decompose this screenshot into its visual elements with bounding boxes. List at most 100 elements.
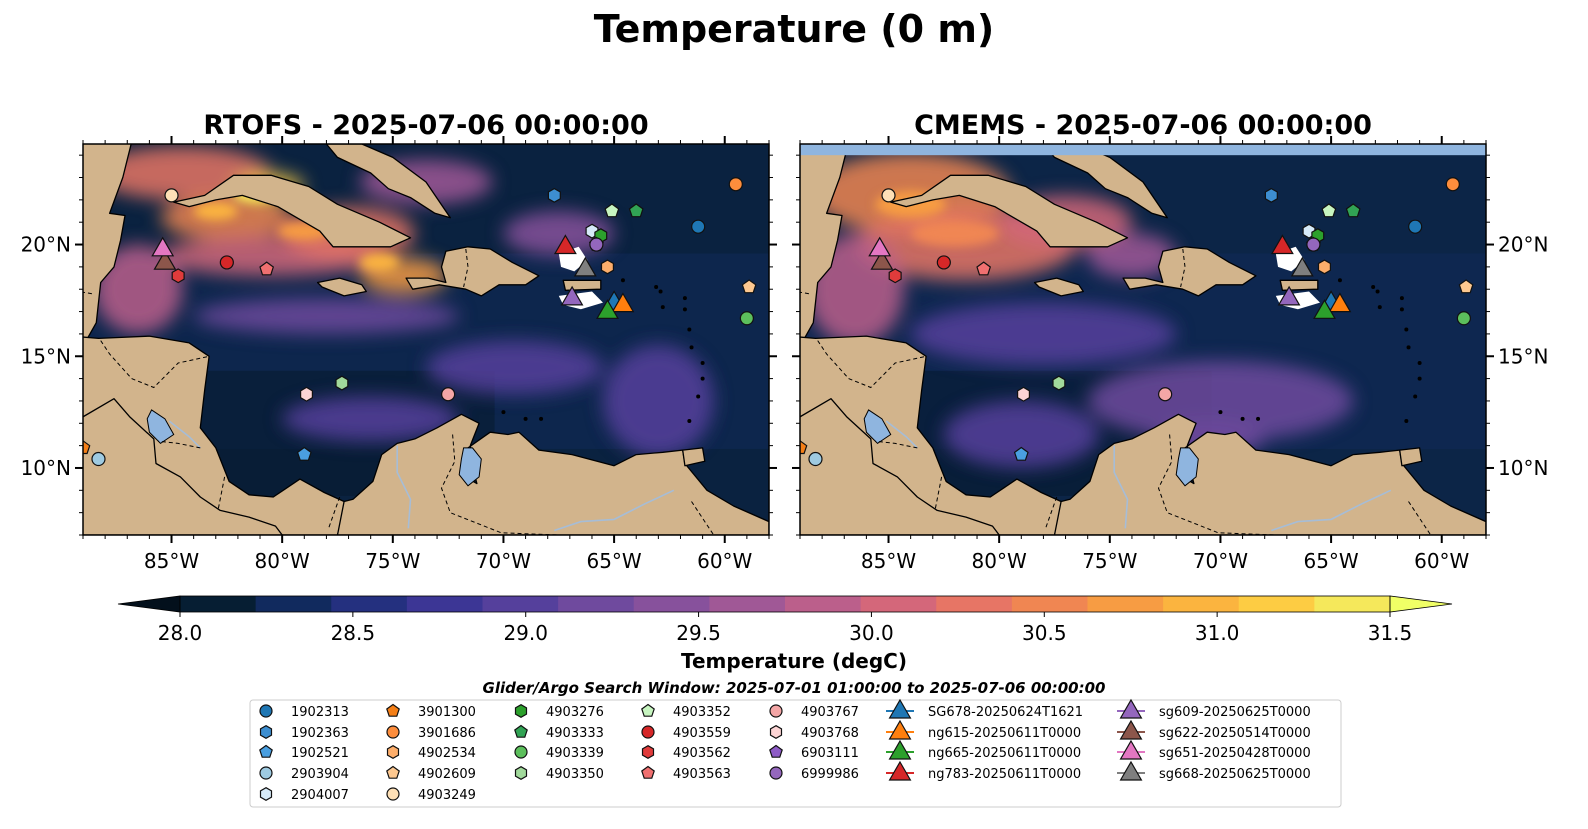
map-area-cmems [800,144,1486,535]
legend-label: 4903768 [801,726,859,741]
colorbar-tick-label: 30.5 [1022,621,1067,645]
glider-sg668-20250625T0000 [1290,256,1314,277]
legend-label: sg668-20250625T0000 [1159,767,1311,782]
river [168,420,201,449]
colorbar-segment [785,596,862,612]
legend-marker [888,719,912,740]
argo-float-4903559 [936,255,951,270]
legend-marker [259,704,273,718]
argo-float-4902609 [741,279,757,294]
lon-tick-label: 85°W [144,549,199,573]
legend-label: 4903350 [546,767,604,782]
argo-float-4903352 [1321,203,1337,218]
colorbar-segment [1238,596,1315,612]
legend-label: 6903111 [801,746,859,761]
figure-title: Temperature (0 m) [594,7,995,51]
argo-float-3901686 [1445,177,1460,192]
colorbar: 28.0 28.5 29.0 29.5 30.0 30.5 31.0 31.5 [117,595,1453,645]
sst-warm-patch [282,396,460,442]
landmass-pacific [800,398,1000,535]
colorbar-tick-label: 29.0 [503,621,548,645]
landmass-cuba [890,174,1129,248]
glider-ng615-20250611T0000 [1328,292,1352,313]
colorbar-tick-label: 31.0 [1195,621,1240,645]
lon-tick-label: 85°W [861,549,916,573]
legend-label: 2904007 [291,788,349,803]
river [396,445,412,529]
legend-marker [259,766,273,780]
legend-label: 4903563 [673,767,731,782]
small-island [1337,278,1342,283]
legend-marker [386,787,400,801]
legend-label: 4903562 [673,746,731,761]
legend-marker [514,766,528,780]
legend-marker [888,739,912,760]
legend-marker [386,745,400,759]
landmass-jamaica [1033,277,1084,297]
colorbar-segment [558,596,635,612]
colorbar-label: Temperature (degC) [681,649,907,673]
small-island [1417,376,1422,381]
legend-marker [259,787,273,801]
country-border [1045,496,1058,529]
legend-marker [769,744,783,758]
argo-float-6999986 [589,237,604,252]
nodata-band [800,144,1486,156]
country-border [1157,434,1276,535]
legend-label: 4903352 [673,705,731,720]
argo-float-1902363 [1264,187,1278,203]
glider-sg651-20250428T0000 [151,236,175,257]
lon-tick-label: 65°W [1303,549,1358,573]
argo-float-4902534 [1317,259,1332,275]
country-border [875,440,918,449]
colorbar-segment [1163,596,1240,612]
landmass-puertorico [1279,279,1319,291]
legend-marker [641,703,655,717]
colorbar-frame [179,595,1391,613]
axis-ticks: 85°W 80°W 75°W 70°W 65°W 60°W 20°N 15°N 10°N [21,136,777,573]
small-island [682,296,687,301]
gliders [151,234,635,319]
legend-label: 4903276 [546,705,604,720]
argo-float-4903352 [604,203,620,218]
legend-marker [641,725,655,739]
argo-float-1902363 [547,187,561,203]
legend-marker [641,745,655,759]
small-island [1404,419,1409,424]
sst-warm-patch [426,340,604,395]
colorbar-extend-high [1389,595,1453,613]
legend-label: sg651-20250428T0000 [1159,746,1311,761]
legend-marker [769,704,783,718]
lon-tick-label: 70°W [1193,549,1248,573]
lon-tick-label: 80°W [972,549,1027,573]
legend-marker [386,765,400,779]
argo-float-4903768 [300,386,313,402]
sst-warm-patch [193,298,460,334]
legend-label: 1902313 [291,705,349,720]
landmass-jamaica [316,277,367,297]
colorbar-tick-label: 28.0 [158,621,203,645]
colorbar-segment [860,596,937,612]
lon-tick-label: 70°W [476,549,531,573]
colorbar-segment [180,596,257,612]
panel-title-cmems: CMEMS - 2025-07-06 00:00:00 [914,110,1372,141]
glider-sg622-20250514T0000 [870,250,894,270]
colorbar-segment [482,596,559,612]
lon-tick-label: 80°W [255,549,310,573]
argo-float-3901686 [728,177,743,192]
colorbar-tick-label: 28.5 [331,621,376,645]
argo-float-4903339 [1456,311,1471,326]
colorbar-tick-label: 31.5 [1368,621,1413,645]
glider-ng615-20250611T0000 [611,292,635,313]
legend-marker [888,698,912,719]
argo-float-4903559 [219,255,234,270]
argo-float-1902521 [296,446,312,461]
argo-float-4903249 [164,188,179,203]
glider-sg609-20250625T0000 [1277,285,1301,306]
small-island [1218,410,1223,415]
legend-marker [514,724,528,738]
argo-float-4903563 [976,261,992,276]
map-panel-rtofs: RTOFS - 2025-07-06 00:00:00 85°W 80°W 75°W 7… [21,110,777,573]
colorbar-segment [633,596,710,612]
glider-ng665-20250611T0000 [596,299,619,319]
